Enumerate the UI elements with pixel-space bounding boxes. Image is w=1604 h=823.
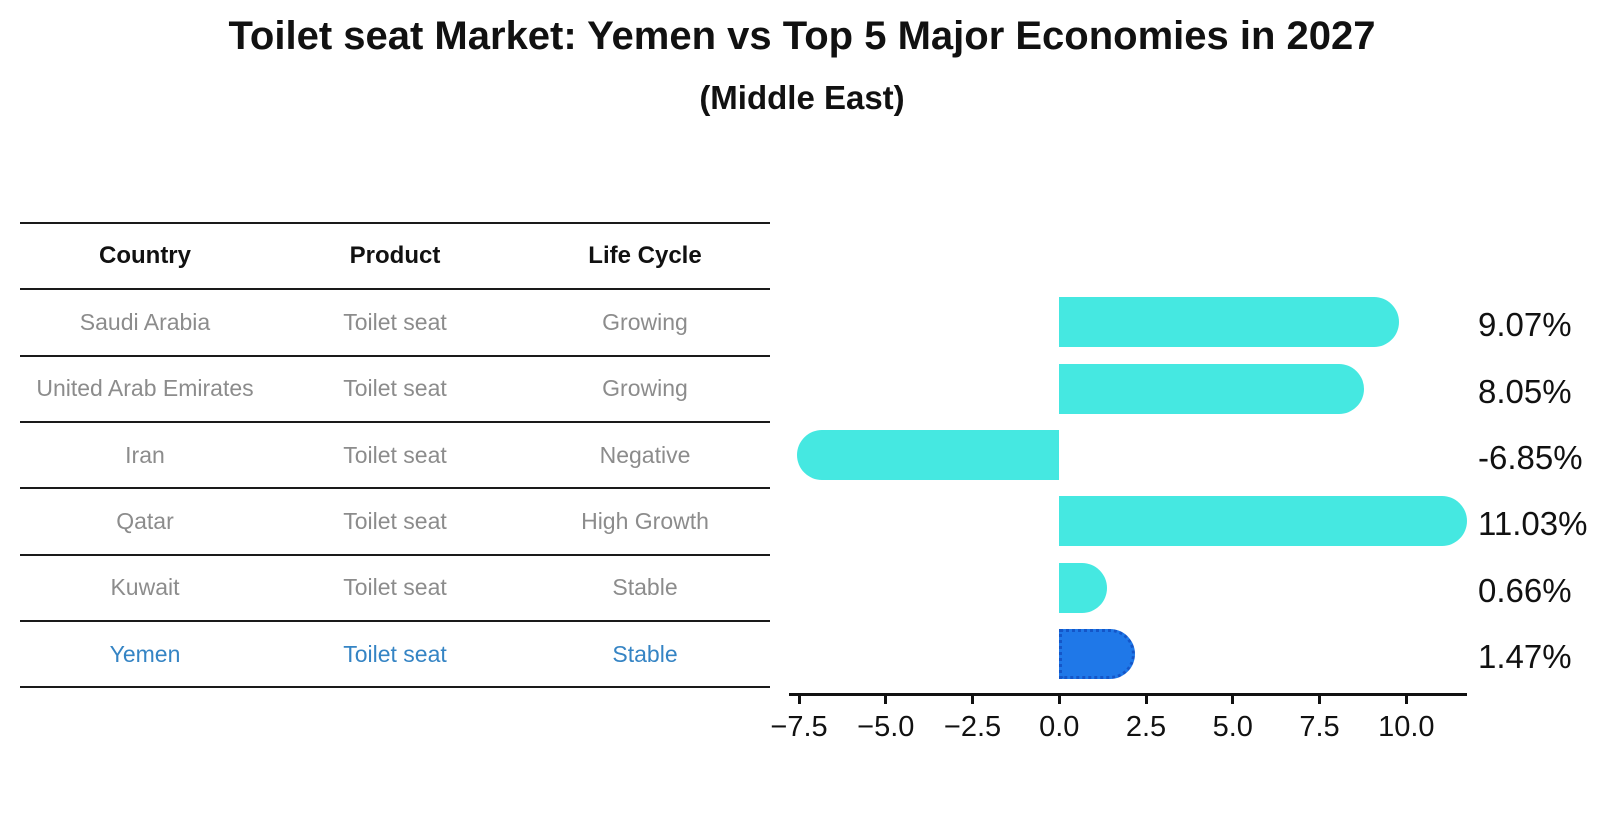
cell-life-cycle-iran: Negative <box>599 441 691 468</box>
value-label-united-arab-emirates: 8.05% <box>1478 372 1572 410</box>
cell-life-cycle-united-arab-emirates: Growing <box>602 375 688 402</box>
value-label-yemen: 1.47% <box>1478 637 1572 675</box>
column-header-product: Product <box>349 242 441 270</box>
x-tick-label-0: 0.0 <box>1039 711 1080 743</box>
bar-qatar <box>1059 496 1468 547</box>
x-tick--2.5 <box>971 695 975 704</box>
table-row-saudi-arabia: Saudi Arabia Toilet seat Growing <box>20 290 770 357</box>
x-tick-10 <box>1404 695 1408 704</box>
column-header-country: Country <box>99 242 191 270</box>
bar-yemen <box>1059 628 1136 679</box>
x-tick--7.5 <box>797 695 801 704</box>
value-label-kuwait: 0.66% <box>1478 571 1572 609</box>
cell-life-cycle-yemen: Stable <box>612 640 678 667</box>
cell-country-saudi-arabia: Saudi Arabia <box>79 308 211 335</box>
summary-table: Country Product Life Cycle Saudi Arabia T… <box>20 222 770 689</box>
bar-kuwait <box>1059 562 1108 613</box>
x-tick--5 <box>884 695 888 704</box>
bar-iran <box>796 429 1060 480</box>
cell-country-united-arab-emirates: United Arab Emirates <box>36 375 254 402</box>
table-header-row: Country Product Life Cycle <box>20 224 770 291</box>
x-tick-label-7.5: 7.5 <box>1299 711 1340 743</box>
cell-country-yemen: Yemen <box>109 640 181 667</box>
table-row-united-arab-emirates: United Arab Emirates Toilet seat Growing <box>20 357 770 423</box>
x-tick-label--7.5: −7.5 <box>770 711 828 743</box>
cell-product-saudi-arabia: Toilet seat <box>343 308 447 335</box>
bar-saudi-arabia <box>1059 297 1400 348</box>
x-tick-label-10: 10.0 <box>1378 711 1435 743</box>
x-axis-line <box>789 693 1467 696</box>
value-label-saudi-arabia: 9.07% <box>1478 306 1572 344</box>
x-tick-label--5: −5.0 <box>857 711 915 743</box>
x-tick-0 <box>1057 695 1061 704</box>
x-tick-label-5: 5.0 <box>1212 711 1253 743</box>
x-tick-label-2.5: 2.5 <box>1125 711 1167 743</box>
table-body: Saudi Arabia Toilet seat Growing United Ara… <box>20 290 770 689</box>
chart-subtitle: (Middle East) <box>699 79 905 116</box>
cell-life-cycle-qatar: High Growth <box>581 507 709 534</box>
x-tick-2.5 <box>1144 695 1148 704</box>
cell-product-kuwait: Toilet seat <box>343 574 447 601</box>
table-row-iran: Iran Toilet seat Negative <box>20 423 770 490</box>
x-tick-label--2.5: −2.5 <box>943 711 1002 743</box>
x-tick-5 <box>1231 695 1235 704</box>
cell-country-qatar: Qatar <box>116 507 174 534</box>
x-tick-7.5 <box>1318 695 1322 704</box>
cell-life-cycle-saudi-arabia: Growing <box>602 308 688 335</box>
column-header-life-cycle: Life Cycle <box>588 242 702 270</box>
cell-life-cycle-kuwait: Stable <box>612 574 678 601</box>
cell-country-kuwait: Kuwait <box>110 574 180 601</box>
table-row-yemen: Yemen Toilet seat Stable <box>20 622 770 689</box>
cell-product-united-arab-emirates: Toilet seat <box>343 375 447 402</box>
value-label-iran: -6.85% <box>1478 438 1583 476</box>
cell-country-iran: Iran <box>125 441 165 468</box>
cell-product-qatar: Toilet seat <box>343 507 447 534</box>
table-row-qatar: Qatar Toilet seat High Growth <box>20 489 770 556</box>
table-row-kuwait: Kuwait Toilet seat Stable <box>20 556 770 622</box>
value-label-qatar: 11.03% <box>1478 505 1588 543</box>
chart-title: Toilet seat Market: Yemen vs Top 5 Major… <box>228 14 1376 58</box>
bar-united-arab-emirates <box>1059 363 1364 414</box>
cell-product-yemen: Toilet seat <box>343 640 447 667</box>
cell-product-iran: Toilet seat <box>343 441 447 468</box>
